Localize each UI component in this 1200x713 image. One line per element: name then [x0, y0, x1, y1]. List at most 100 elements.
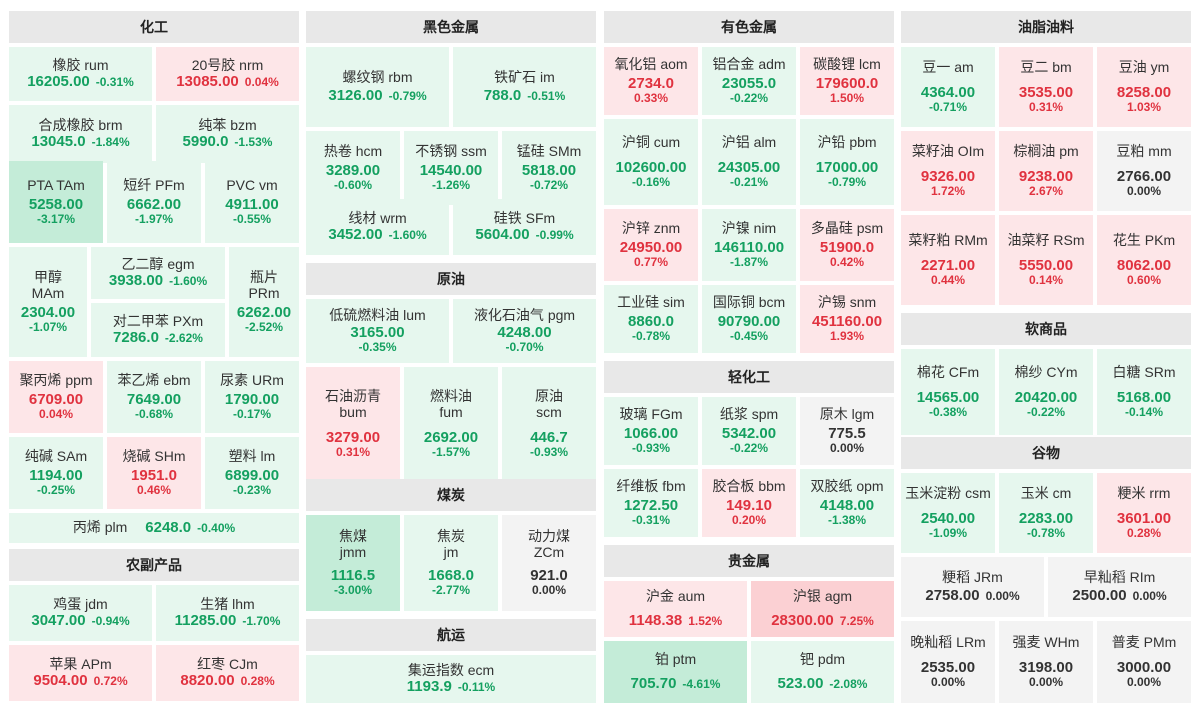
section-header-ferrous: 黑色金属: [306, 11, 596, 43]
tile-mm[interactable]: 豆粕 mm 2766.00 0.00%: [1097, 131, 1191, 211]
tile-SAm[interactable]: 纯碱 SAm 1194.00 -0.25%: [9, 437, 103, 509]
tile-egm[interactable]: 乙二醇 egm 3938.00 -1.60%: [91, 247, 225, 299]
tile-jm[interactable]: 焦炭 jm 1668.0 -2.77%: [404, 515, 498, 611]
tile-SFm[interactable]: 硅铁 SFm 5604.00 -0.99%: [453, 199, 596, 255]
tile-CJm[interactable]: 红枣 CJm 8820.00 0.28%: [156, 645, 299, 701]
tile-name: 生猪 lhm: [200, 596, 255, 613]
tile-ppm[interactable]: 聚丙烯 ppm 6709.00 0.04%: [9, 361, 103, 433]
tile-rrm[interactable]: 粳米 rrm 3601.00 0.28%: [1097, 473, 1191, 553]
tile-price: 1116.5: [330, 566, 376, 584]
tile-jmm[interactable]: 焦煤 jmm 1116.5 -3.00%: [306, 515, 400, 611]
tile-RSm[interactable]: 油菜籽 RSm 5550.00 0.14%: [999, 215, 1093, 305]
tile-pm[interactable]: 棕榈油 pm 9238.00 2.67%: [999, 131, 1093, 211]
tile-lum[interactable]: 低硫燃料油 lum 3165.00 -0.35%: [306, 299, 449, 363]
tile-agm[interactable]: 沪银 agm 28300.00 7.25%: [751, 581, 894, 637]
tile-pbm[interactable]: 沪铅 pbm 17000.00 -0.79%: [800, 119, 894, 205]
tile-wrm[interactable]: 线材 wrm 3452.00 -1.60%: [306, 199, 449, 255]
tile-change: -4.61%: [682, 677, 721, 692]
tile-pgm[interactable]: 液化石油气 pgm 4248.00 -0.70%: [453, 299, 596, 363]
tile-URm[interactable]: 尿素 URm 1790.00 -0.17%: [205, 361, 299, 433]
tile-PXm[interactable]: 对二甲苯 PXm 7286.0 -2.62%: [91, 303, 225, 357]
tile-PMm[interactable]: 普麦 PMm 3000.00 0.00%: [1097, 621, 1191, 703]
tile-nim[interactable]: 沪镍 nim 146110.00 -1.87%: [702, 209, 796, 281]
tile-FGm[interactable]: 玻璃 FGm 1066.00 -0.93%: [604, 397, 698, 465]
tile-CYm[interactable]: 棉纱 CYm 20420.00 -0.22%: [999, 349, 1093, 435]
tile-vm[interactable]: PVC vm 4911.00 -0.55%: [205, 161, 299, 243]
tile-pdm[interactable]: 钯 pdm 523.00 -2.08%: [751, 641, 894, 703]
tile-name: 锰硅 SMm: [516, 143, 582, 160]
tile-hcm[interactable]: 热卷 hcm 3289.00 -0.60%: [306, 131, 400, 205]
tile-ssm[interactable]: 不锈钢 ssm 14540.00 -1.26%: [404, 131, 498, 205]
tile-fbm[interactable]: 纤维板 fbm 1272.50 -0.31%: [604, 469, 698, 537]
tile-rum[interactable]: 橡胶 rum 16205.00 -0.31%: [9, 47, 152, 101]
tile-change: 0.28%: [240, 674, 275, 689]
tile-lgm[interactable]: 原木 lgm 775.5 0.00%: [800, 397, 894, 465]
tile-spm[interactable]: 纸浆 spm 5342.00 -0.22%: [702, 397, 796, 465]
tile-name-line2: jmm: [339, 544, 367, 561]
tile-cum[interactable]: 沪铜 cum 102600.00 -0.16%: [604, 119, 698, 205]
tile-aom[interactable]: 氧化铝 aom 2734.0 0.33%: [604, 47, 698, 115]
tile-WHm[interactable]: 强麦 WHm 3198.00 0.00%: [999, 621, 1093, 703]
tile-name: 20号胶 nrm: [191, 57, 264, 74]
tile-ebm[interactable]: 苯乙烯 ebm 7649.00 -0.68%: [107, 361, 201, 433]
tile-am[interactable]: 豆一 am 4364.00 -0.71%: [901, 47, 995, 127]
tile-im[interactable]: 铁矿石 im 788.0 -0.51%: [453, 47, 596, 127]
tile-adm[interactable]: 铝合金 adm 23055.0 -0.22%: [702, 47, 796, 115]
tile-RIm[interactable]: 早籼稻 RIm 2500.00 0.00%: [1048, 557, 1191, 617]
tile-bcm[interactable]: 国际铜 bcm 90790.00 -0.45%: [702, 285, 796, 353]
tile-JRm[interactable]: 粳稻 JRm 2758.00 0.00%: [901, 557, 1044, 617]
tile-snm[interactable]: 沪锡 snm 451160.00 1.93%: [800, 285, 894, 353]
tile-CFm[interactable]: 棉花 CFm 14565.00 -0.38%: [901, 349, 995, 435]
tile-lm[interactable]: 塑料 lm 6899.00 -0.23%: [205, 437, 299, 509]
tile-MAm[interactable]: 甲醇 MAm 2304.00 -1.07%: [9, 247, 87, 357]
tile-bm[interactable]: 豆二 bm 3535.00 0.31%: [999, 47, 1093, 127]
tile-alm[interactable]: 沪铝 alm 24305.00 -0.21%: [702, 119, 796, 205]
tile-PFm[interactable]: 短纤 PFm 6662.00 -1.97%: [107, 161, 201, 243]
tile-price: 8258.00: [1116, 83, 1172, 101]
tile-ym[interactable]: 豆油 ym 8258.00 1.03%: [1097, 47, 1191, 127]
tile-PRm[interactable]: 瓶片 PRm 6262.00 -2.52%: [229, 247, 299, 357]
tile-LRm[interactable]: 晚籼稻 LRm 2535.00 0.00%: [901, 621, 995, 703]
tile-ZCm[interactable]: 动力煤 ZCm 921.0 0.00%: [502, 515, 596, 611]
tile-aum[interactable]: 沪金 aum 1148.38 1.52%: [604, 581, 747, 637]
tile-nrm[interactable]: 20号胶 nrm 13085.00 0.04%: [156, 47, 299, 101]
tile-bzm[interactable]: 纯苯 bzm 5990.0 -1.53%: [156, 105, 299, 163]
tile-brm[interactable]: 合成橡胶 brm 13045.0 -1.84%: [9, 105, 152, 163]
tile-price: 5342.00: [721, 424, 777, 442]
tile-SMm[interactable]: 锰硅 SMm 5818.00 -0.72%: [502, 131, 596, 205]
tile-sim[interactable]: 工业硅 sim 8860.0 -0.78%: [604, 285, 698, 353]
tile-ptm[interactable]: 铂 ptm 705.70 -4.61%: [604, 641, 747, 703]
tile-rbm[interactable]: 螺纹钢 rbm 3126.00 -0.79%: [306, 47, 449, 127]
tile-change: -0.14%: [1124, 404, 1164, 419]
tile-name: 沪铜 cum: [621, 134, 681, 151]
tile-ecm[interactable]: 集运指数 ecm 1193.9 -0.11%: [306, 655, 596, 703]
tile-fum[interactable]: 燃料油 fum 2692.00 -1.57%: [404, 367, 498, 481]
tile-psm[interactable]: 多晶硅 psm 51900.0 0.42%: [800, 209, 894, 281]
tile-RMm[interactable]: 菜籽粕 RMm 2271.00 0.44%: [901, 215, 995, 305]
tile-csm[interactable]: 玉米淀粉 csm 2540.00 -1.09%: [901, 473, 995, 553]
tile-change: -0.93%: [529, 444, 569, 459]
tile-SHm[interactable]: 烧碱 SHm 1951.0 0.46%: [107, 437, 201, 509]
tile-change: -2.08%: [829, 677, 868, 692]
tile-bum[interactable]: 石油沥青 bum 3279.00 0.31%: [306, 367, 400, 481]
tile-opm[interactable]: 双胶纸 opm 4148.00 -1.38%: [800, 469, 894, 537]
tile-plm[interactable]: 丙烯 plm 6248.0 -0.40%: [9, 513, 299, 543]
tile-TAm[interactable]: PTA TAm 5258.00 -3.17%: [9, 161, 103, 243]
tile-OIm[interactable]: 菜籽油 OIm 9326.00 1.72%: [901, 131, 995, 211]
tile-price: 17000.00: [815, 158, 879, 176]
tile-znm[interactable]: 沪锌 znm 24950.00 0.77%: [604, 209, 698, 281]
tile-change: -0.40%: [197, 521, 236, 536]
tile-name: 棉花 CFm: [916, 364, 980, 381]
tile-cm[interactable]: 玉米 cm 2283.00 -0.78%: [999, 473, 1093, 553]
tile-scm[interactable]: 原油 scm 446.7 -0.93%: [502, 367, 596, 481]
tile-lhm[interactable]: 生猪 lhm 11285.00 -1.70%: [156, 585, 299, 641]
tile-SRm[interactable]: 白糖 SRm 5168.00 -0.14%: [1097, 349, 1191, 435]
tile-bbm[interactable]: 胶合板 bbm 149.10 0.20%: [702, 469, 796, 537]
tile-jdm[interactable]: 鸡蛋 jdm 3047.00 -0.94%: [9, 585, 152, 641]
tile-PKm[interactable]: 花生 PKm 8062.00 0.60%: [1097, 215, 1191, 305]
tile-name: 晚籼稻 LRm: [910, 634, 986, 651]
tile-APm[interactable]: 苹果 APm 9504.00 0.72%: [9, 645, 152, 701]
tile-price: 146110.00: [713, 238, 785, 256]
tile-lcm[interactable]: 碳酸锂 lcm 179600.0 1.50%: [800, 47, 894, 115]
tile-price: 2535.00: [920, 658, 976, 676]
